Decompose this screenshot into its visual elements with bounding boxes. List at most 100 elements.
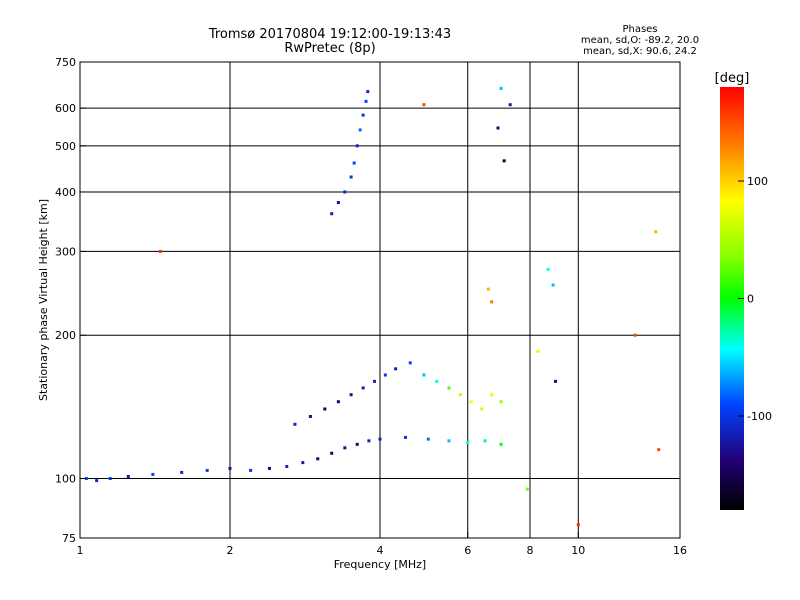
colorbar-tick-label: 100 bbox=[747, 175, 768, 188]
echo-point bbox=[285, 464, 289, 468]
echo-point bbox=[343, 190, 347, 194]
x-tick-label: 8 bbox=[527, 544, 534, 557]
y-tick-label: 500 bbox=[55, 140, 76, 153]
echo-point bbox=[336, 400, 340, 404]
echo-point bbox=[316, 457, 320, 461]
echo-point bbox=[422, 373, 426, 377]
colorbar-tick-label: -100 bbox=[747, 410, 772, 423]
echo-point bbox=[361, 386, 365, 390]
echo-point bbox=[458, 393, 462, 397]
echo-point bbox=[469, 400, 473, 404]
echo-point bbox=[108, 477, 112, 481]
echo-point bbox=[336, 201, 340, 205]
phase-stats-o: mean, sd,O: -89.2, 20.0 bbox=[580, 35, 700, 46]
echo-point bbox=[483, 439, 487, 443]
echo-point bbox=[499, 400, 503, 404]
y-axis-label: Stationary phase Virtual Height [km] bbox=[37, 199, 50, 401]
echo-point bbox=[499, 442, 503, 446]
echo-point bbox=[126, 474, 130, 478]
data-points bbox=[84, 86, 661, 527]
echo-point bbox=[486, 287, 490, 291]
grid bbox=[80, 62, 680, 538]
echo-point bbox=[508, 103, 512, 107]
echo-point bbox=[403, 435, 407, 439]
echo-point bbox=[480, 407, 484, 411]
y-tick-label: 200 bbox=[55, 329, 76, 342]
phase-stats-x: mean, sd,X: 90.6, 24.2 bbox=[583, 46, 697, 57]
echo-point bbox=[293, 422, 297, 426]
echo-point bbox=[496, 126, 500, 130]
x-tick-label: 10 bbox=[571, 544, 585, 557]
echo-point bbox=[490, 393, 494, 397]
y-tick-label: 75 bbox=[62, 532, 76, 545]
echo-point bbox=[301, 461, 305, 465]
x-axis-label: Frequency [MHz] bbox=[334, 558, 426, 571]
echo-point bbox=[349, 175, 353, 179]
echo-point bbox=[267, 466, 271, 470]
x-tick-label: 6 bbox=[464, 544, 471, 557]
echo-point bbox=[343, 446, 347, 450]
echo-point bbox=[633, 333, 637, 337]
chart-title: Tromsø 20170804 19:12:00-19:13:43 bbox=[208, 27, 452, 42]
echo-point bbox=[422, 103, 426, 107]
echo-point bbox=[378, 437, 382, 441]
chart-subtitle: RwPretec (8p) bbox=[284, 41, 376, 56]
x-tick-label: 4 bbox=[377, 544, 384, 557]
echo-point bbox=[205, 468, 209, 472]
echo-point bbox=[355, 442, 359, 446]
y-axis-ticks: 75 100 200 300 400 500 600 750 bbox=[55, 56, 86, 545]
echo-point bbox=[366, 90, 370, 94]
echo-point bbox=[466, 441, 470, 445]
y-tick-label: 600 bbox=[55, 102, 76, 115]
colorbar-tick-label: 0 bbox=[747, 293, 754, 306]
y-tick-label: 750 bbox=[55, 56, 76, 69]
echo-point bbox=[349, 393, 353, 397]
echo-point bbox=[551, 283, 555, 287]
echo-point bbox=[323, 407, 327, 411]
y-tick-label: 300 bbox=[55, 245, 76, 258]
echo-point bbox=[308, 414, 312, 418]
echo-point bbox=[249, 468, 253, 472]
phase-stats-heading: Phases bbox=[622, 24, 658, 35]
echo-point bbox=[330, 451, 334, 455]
echo-point bbox=[394, 367, 398, 371]
echo-point bbox=[525, 487, 529, 491]
echo-point bbox=[180, 470, 184, 474]
y-tick-label: 100 bbox=[55, 473, 76, 486]
echo-point bbox=[657, 448, 661, 452]
echo-point bbox=[502, 159, 506, 163]
echo-point bbox=[576, 523, 580, 527]
echo-point bbox=[546, 267, 550, 271]
echo-point bbox=[358, 128, 362, 132]
echo-point bbox=[364, 99, 368, 103]
colorbar-ticks: 100 0 -100 bbox=[738, 175, 772, 423]
x-tick-label: 1 bbox=[77, 544, 84, 557]
echo-point bbox=[553, 379, 557, 383]
echo-point bbox=[352, 161, 356, 165]
x-axis-ticks: 1 2 4 6 8 10 16 bbox=[77, 532, 687, 557]
echo-point bbox=[151, 472, 155, 476]
echo-point bbox=[499, 86, 503, 90]
echo-point bbox=[355, 144, 359, 148]
echo-point bbox=[490, 300, 494, 304]
echo-point bbox=[330, 212, 334, 216]
x-tick-label: 16 bbox=[673, 544, 687, 557]
colorbar-label: [deg] bbox=[715, 71, 750, 86]
echo-point bbox=[367, 439, 371, 443]
echo-point bbox=[654, 230, 658, 234]
y-tick-label: 400 bbox=[55, 186, 76, 199]
echo-point bbox=[158, 249, 162, 253]
echo-point bbox=[228, 466, 232, 470]
echo-point bbox=[361, 113, 365, 117]
echo-point bbox=[373, 379, 377, 383]
echo-point bbox=[447, 439, 451, 443]
echo-point bbox=[84, 477, 88, 481]
x-tick-label: 2 bbox=[227, 544, 234, 557]
echo-point bbox=[383, 373, 387, 377]
echo-point bbox=[95, 479, 99, 483]
echo-point bbox=[426, 437, 430, 441]
echo-point bbox=[408, 361, 412, 365]
echo-point bbox=[536, 349, 540, 353]
echo-point bbox=[435, 379, 439, 383]
